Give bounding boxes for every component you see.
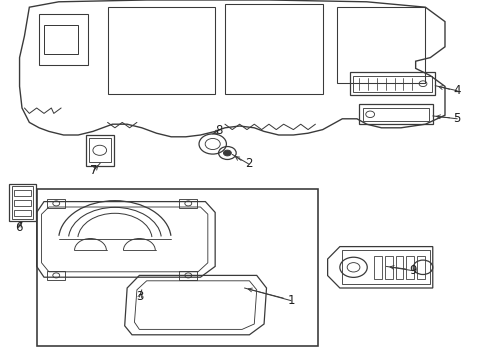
Bar <box>85 135 114 166</box>
Bar <box>179 199 197 208</box>
Bar <box>47 199 65 208</box>
Bar <box>12 186 33 219</box>
Bar <box>179 271 197 280</box>
Bar <box>395 256 403 279</box>
Bar <box>349 72 434 95</box>
Bar <box>14 210 31 216</box>
Text: 8: 8 <box>215 124 223 137</box>
Bar <box>406 256 413 279</box>
Bar <box>384 256 392 279</box>
Text: 4: 4 <box>452 84 460 97</box>
Bar <box>9 184 36 221</box>
Text: 9: 9 <box>408 264 416 277</box>
Circle shape <box>223 150 231 156</box>
Bar <box>359 104 432 124</box>
Text: 1: 1 <box>286 294 294 307</box>
Text: 5: 5 <box>452 112 460 125</box>
Bar <box>342 250 429 284</box>
Bar <box>88 138 111 162</box>
Bar <box>37 189 317 346</box>
Text: 6: 6 <box>15 221 22 234</box>
Bar <box>14 200 31 206</box>
Bar <box>352 76 431 92</box>
Bar <box>47 271 65 280</box>
Bar <box>416 256 424 279</box>
Text: 7: 7 <box>90 164 98 177</box>
Text: 3: 3 <box>135 291 143 303</box>
Text: 2: 2 <box>244 157 252 170</box>
Bar <box>14 190 31 196</box>
Bar <box>373 256 381 279</box>
Bar <box>362 108 428 121</box>
